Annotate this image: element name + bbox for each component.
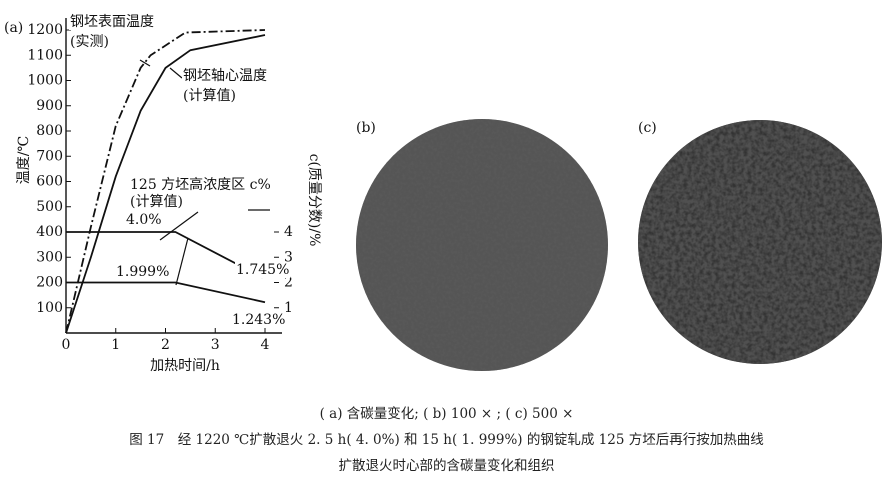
- data-line: [65, 29, 266, 334]
- y-tick-label: 1200: [27, 22, 63, 38]
- panel-label: (c): [638, 120, 657, 136]
- annotation: 125 方坯高浓度区 c%: [130, 176, 271, 193]
- y-tick-label: 300: [36, 249, 63, 265]
- leader-line: [175, 237, 189, 286]
- x-tick-label: 1: [111, 337, 120, 353]
- y-tick-label: 100: [36, 300, 63, 316]
- y-tick-label: 500: [36, 199, 63, 215]
- panel-label: (a): [4, 20, 23, 36]
- annotation-bg: [235, 262, 291, 278]
- y2-tick-label: 2: [284, 275, 293, 291]
- leader-line: [159, 211, 199, 241]
- annotation: (计算值): [130, 194, 183, 210]
- x-tick-label: 0: [62, 337, 71, 353]
- annotation: 1.745%: [236, 262, 289, 278]
- leader-line: [169, 67, 183, 79]
- y2-axis-label: c(质量分数)/%: [306, 154, 322, 247]
- data-line: [66, 281, 266, 304]
- annotation-bg: [129, 176, 272, 193]
- caption-line: 扩散退火时心部的含碳量变化和组织: [338, 458, 555, 474]
- annotation-bg: [231, 312, 287, 328]
- annotation-bg: [182, 88, 237, 104]
- data-line: [65, 34, 266, 334]
- x-tick-label: 4: [261, 337, 270, 353]
- annotation-bg: [115, 264, 171, 280]
- y2-tick-label: 1: [284, 300, 293, 316]
- x-tick-label: 2: [161, 337, 170, 353]
- y2-tick-label: 4: [284, 224, 293, 240]
- x-axis-label: 加热时间/h: [150, 358, 220, 374]
- y-tick-label: 700: [36, 148, 63, 164]
- y-tick-label: 600: [36, 174, 63, 190]
- figure: (a) (b) (c) 温度/℃ 加热时间/h c(质量分数)/% 100 200…: [4, 14, 882, 374]
- annotation-bg: [125, 212, 163, 228]
- y2-tick-label: 3: [284, 249, 293, 265]
- annotation: 4.0%: [126, 212, 162, 228]
- panel-label: (b): [356, 120, 376, 136]
- annotation-bg: [182, 68, 268, 84]
- data-line: [66, 231, 263, 279]
- caption-line: 图 17 经 1220 ℃扩散退火 2. 5 h( 4. 0%) 和 15 h(…: [129, 432, 764, 448]
- annotation: (计算值): [183, 88, 236, 104]
- y-tick-label: 1000: [27, 73, 63, 89]
- caption-line: ( a) 含碳量变化; ( b) 100 × ; ( c) 500 ×: [319, 406, 574, 422]
- y-tick-label: 1100: [27, 47, 63, 63]
- x-tick-label: 3: [211, 337, 220, 353]
- annotation-bg: [129, 194, 184, 210]
- annotation-bg: [69, 14, 155, 30]
- annotation: (实测): [70, 34, 109, 50]
- y-tick-label: 200: [36, 275, 63, 291]
- y-tick-label: 900: [36, 98, 63, 114]
- micrograph-b: [356, 119, 608, 371]
- annotation: 钢坯表面温度: [70, 14, 154, 30]
- y-axis-label: 温度/℃: [16, 136, 32, 184]
- y-tick-label: 400: [36, 224, 63, 240]
- annotation-bg: [69, 34, 110, 50]
- y-tick-label: 800: [36, 123, 63, 139]
- annotation: 钢坯轴心温度: [183, 68, 267, 84]
- micrograph-c: [638, 120, 882, 364]
- annotation: 1.999%: [116, 264, 169, 280]
- annotation: 1.243%: [232, 312, 285, 328]
- leader-line: [139, 59, 151, 67]
